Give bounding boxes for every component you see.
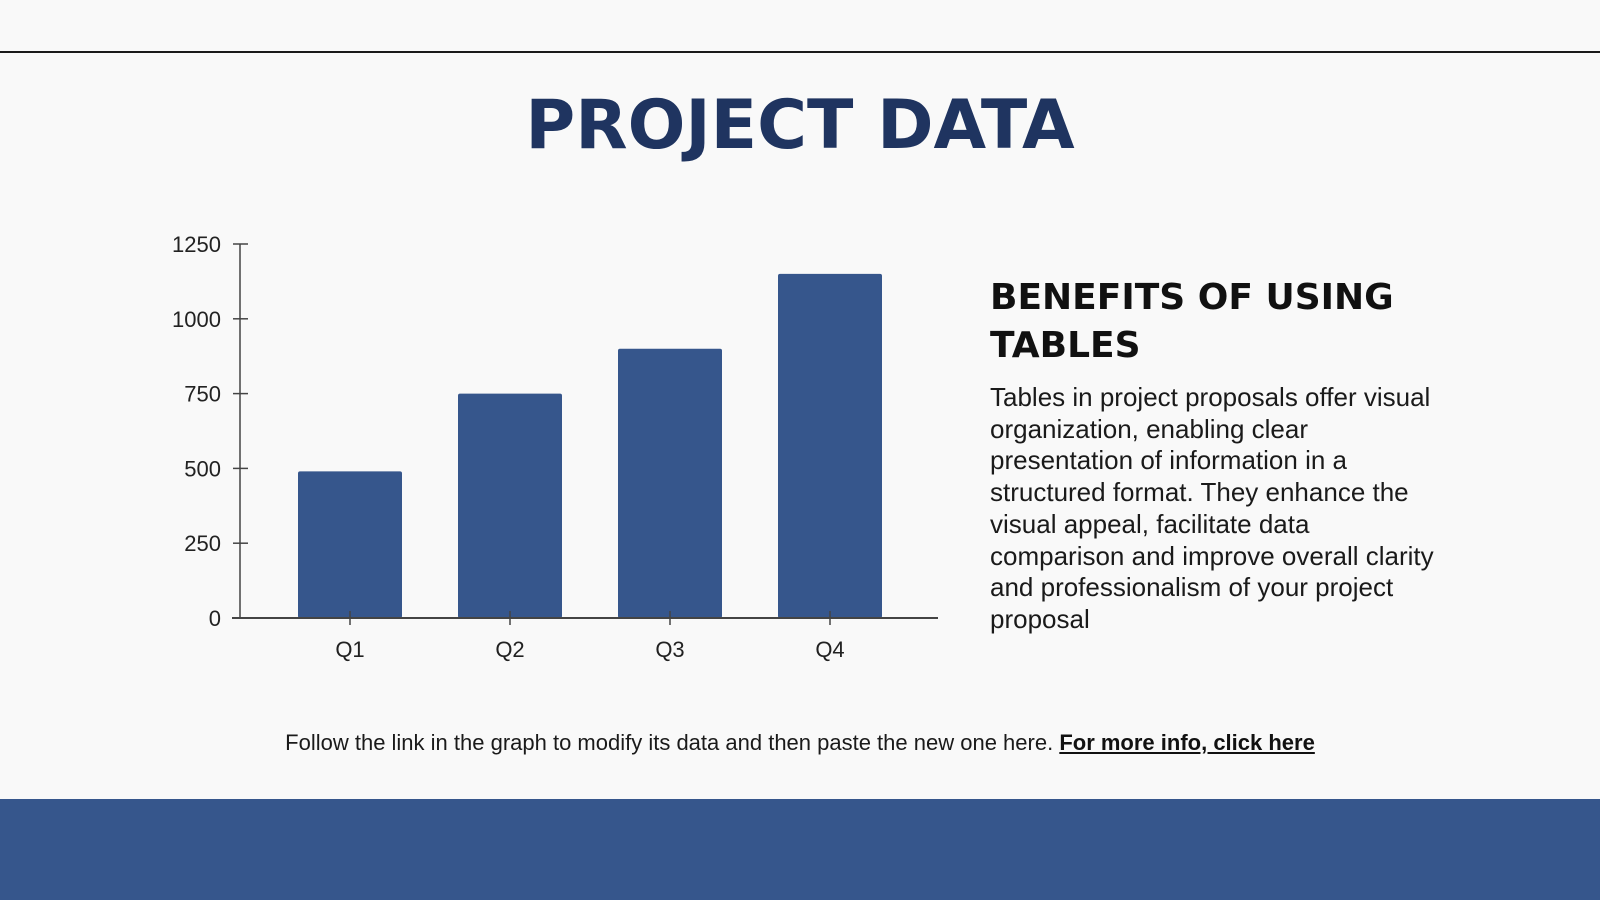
bar-q4[interactable] [778,273,882,618]
x-tick-label: Q4 [815,637,844,662]
x-tick-label: Q1 [335,637,364,662]
benefits-panel: BENEFITS OF USING TABLES Tables in proje… [990,274,1440,636]
bar-chart[interactable]: 0 250 500 750 1000 1250 Q1 Q2 Q3 Q4 [0,0,1000,700]
benefits-body: Tables in project proposals offer visual… [990,382,1434,634]
y-tick-label: 1250 [172,232,221,257]
more-info-link[interactable]: For more info, click here [1059,730,1315,755]
footer-band [0,799,1600,900]
x-tick-label: Q3 [655,637,684,662]
y-tick-label: 750 [184,382,221,407]
y-tick-label: 250 [184,531,221,556]
bar-q1[interactable] [298,471,402,618]
footnote-text: Follow the link in the graph to modify i… [285,730,1060,755]
bar-q2[interactable] [458,393,562,618]
chart-canvas: 0 250 500 750 1000 1250 Q1 Q2 Q3 Q4 [172,232,938,662]
footnote: Follow the link in the graph to modify i… [0,728,1600,758]
x-tick-label: Q2 [495,637,524,662]
y-tick-label: 500 [184,456,221,481]
y-tick-label: 1000 [172,307,221,332]
top-divider [0,51,1600,53]
page-title: PROJECT DATA [525,86,1075,165]
benefits-heading: BENEFITS OF USING TABLES [990,277,1394,366]
bar-q3[interactable] [618,348,722,618]
y-tick-label: 0 [209,606,221,631]
